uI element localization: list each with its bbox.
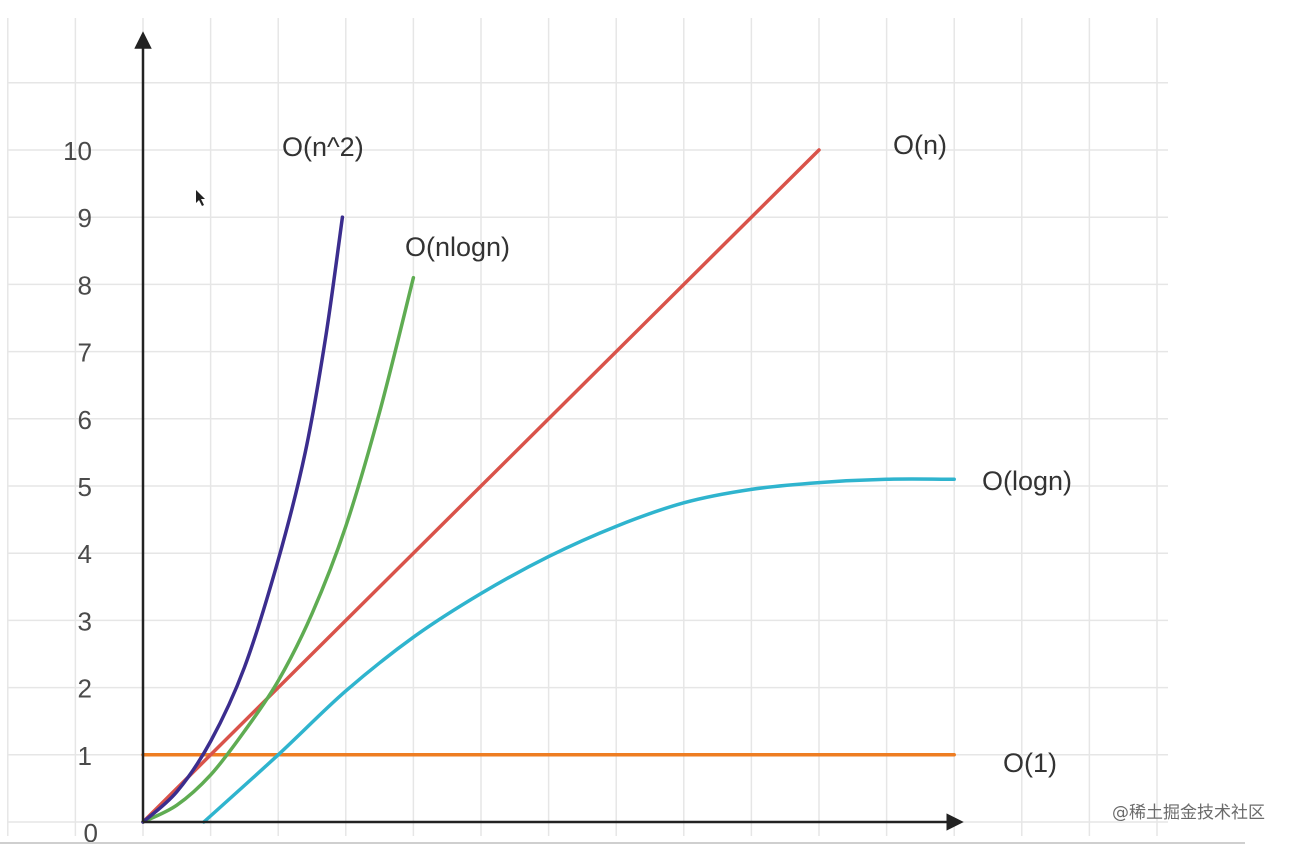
y-tick-label: 3 [78, 606, 92, 636]
y-tick-label: 0 [84, 818, 98, 846]
mouse-cursor-icon [196, 190, 205, 206]
y-tick-label: 8 [78, 270, 92, 300]
y-tick-label: 6 [78, 405, 92, 435]
y-tick-label: 4 [78, 539, 92, 569]
curve-label-o-n: O(n) [893, 130, 947, 160]
curve-label-o-1: O(1) [1003, 748, 1057, 778]
y-tick-label: 7 [78, 338, 92, 368]
y-tick-label: 1 [78, 741, 92, 771]
curve-label-o-n-2: O(n^2) [282, 132, 364, 162]
series-line-o-nlogn [141, 275, 416, 824]
y-axis-ticks: 0 1 2 3 4 5 6 7 8 9 10 [63, 136, 98, 846]
watermark: @稀土掘金技术社区 [1112, 803, 1265, 823]
curve-label-o-logn: O(logn) [982, 466, 1072, 496]
series-line-o-n [141, 148, 821, 824]
axes [134, 31, 964, 831]
y-tick-label: 10 [63, 136, 92, 166]
series-line-o-n-2 [141, 215, 345, 824]
grid [7, 18, 1168, 836]
series-line-o-logn [202, 477, 956, 824]
curve-label-o-nlogn: O(nlogn) [405, 232, 510, 262]
y-tick-label: 5 [78, 472, 92, 502]
curve-labels: O(1) O(logn) O(n) O(nlogn) O(n^2) [282, 130, 1072, 778]
y-tick-label: 2 [78, 674, 92, 704]
series-group [141, 148, 956, 824]
y-tick-label: 9 [78, 203, 92, 233]
